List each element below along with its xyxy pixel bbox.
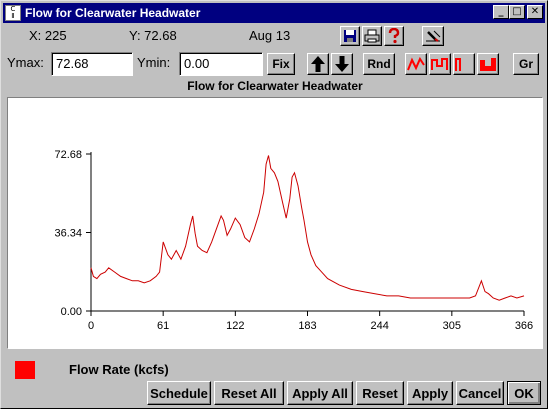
ok-button[interactable]: OK bbox=[507, 381, 541, 405]
ymin-input[interactable]: 0.00 bbox=[179, 52, 263, 76]
y-tick-label: 36.34 bbox=[54, 228, 82, 240]
x-tick-label: 183 bbox=[298, 320, 316, 332]
save-button[interactable] bbox=[340, 26, 360, 46]
schedule-button[interactable]: Schedule bbox=[147, 381, 211, 405]
flow-chart[interactable]: 0 61 122 183 244 305 366 0.00 36.34 72.68 bbox=[8, 98, 542, 348]
bar-plot-button[interactable] bbox=[453, 53, 475, 75]
plot-area[interactable]: 0 61 122 183 244 305 366 0.00 36.34 72.68 bbox=[7, 97, 543, 349]
plot-title: Flow for Clearwater Headwater bbox=[187, 79, 363, 93]
x-tick-label: 244 bbox=[370, 320, 388, 332]
filled-plot-icon bbox=[480, 58, 496, 71]
line-plot-button[interactable] bbox=[405, 53, 427, 75]
y-tick-label: 0.00 bbox=[61, 306, 82, 318]
save-icon bbox=[344, 30, 356, 42]
gr-button[interactable]: Gr bbox=[513, 53, 539, 75]
edit-button[interactable] bbox=[422, 26, 444, 46]
flow-series-line bbox=[90, 155, 525, 301]
close-button[interactable]: ✕ bbox=[527, 5, 543, 19]
date-readout: Aug 13 bbox=[249, 28, 291, 43]
step-plot-icon bbox=[431, 58, 448, 70]
fix-button[interactable]: Fix bbox=[267, 53, 295, 75]
window-title: Flow for Clearwater Headwater bbox=[25, 6, 201, 20]
control-row: Ymax: 72.68 Ymin: 0.00 Fix Rnd bbox=[1, 51, 548, 77]
ymax-input[interactable]: 72.68 bbox=[51, 52, 133, 76]
step-plot-button[interactable] bbox=[429, 53, 451, 75]
x-tick-label: 366 bbox=[515, 320, 533, 332]
legend-swatch bbox=[15, 361, 35, 379]
apply-button[interactable]: Apply bbox=[407, 381, 453, 405]
arrow-up-icon bbox=[311, 56, 325, 72]
scale-down-button[interactable] bbox=[331, 53, 353, 75]
x-tick-label: 305 bbox=[443, 320, 461, 332]
y-readout: Y: 72.68 bbox=[129, 28, 177, 43]
pen-edit-icon bbox=[426, 30, 441, 42]
x-tick-label: 122 bbox=[226, 320, 244, 332]
maximize-button[interactable]: □ bbox=[509, 5, 525, 19]
arrow-down-icon bbox=[335, 56, 349, 72]
window-controls: _ □ ✕ bbox=[493, 5, 543, 19]
filled-plot-button[interactable] bbox=[477, 53, 499, 75]
help-icon bbox=[388, 28, 400, 44]
reset-all-button[interactable]: Reset All bbox=[214, 381, 284, 405]
help-button[interactable] bbox=[384, 26, 404, 46]
ymin-label: Ymin: bbox=[137, 55, 171, 70]
scale-up-button[interactable] bbox=[307, 53, 329, 75]
reset-button[interactable]: Reset bbox=[356, 381, 404, 405]
print-icon bbox=[364, 29, 380, 43]
cancel-button[interactable]: Cancel bbox=[456, 381, 504, 405]
x-tick-label: 61 bbox=[157, 320, 169, 332]
line-plot-icon bbox=[407, 56, 425, 71]
bar-plot-icon bbox=[455, 58, 461, 71]
x-tick-label: 0 bbox=[88, 320, 94, 332]
minimize-button[interactable]: _ bbox=[493, 5, 509, 19]
print-button[interactable] bbox=[362, 26, 382, 46]
legend-label: Flow Rate (kcfs) bbox=[69, 362, 169, 377]
y-tick-label: 72.68 bbox=[54, 149, 82, 161]
rnd-button[interactable]: Rnd bbox=[363, 53, 395, 75]
apply-all-button[interactable]: Apply All bbox=[287, 381, 353, 405]
x-readout: X: 225 bbox=[29, 28, 67, 43]
ymax-label: Ymax: bbox=[7, 55, 44, 70]
status-row: X: 225 Y: 72.68 Aug 13 bbox=[1, 25, 548, 47]
